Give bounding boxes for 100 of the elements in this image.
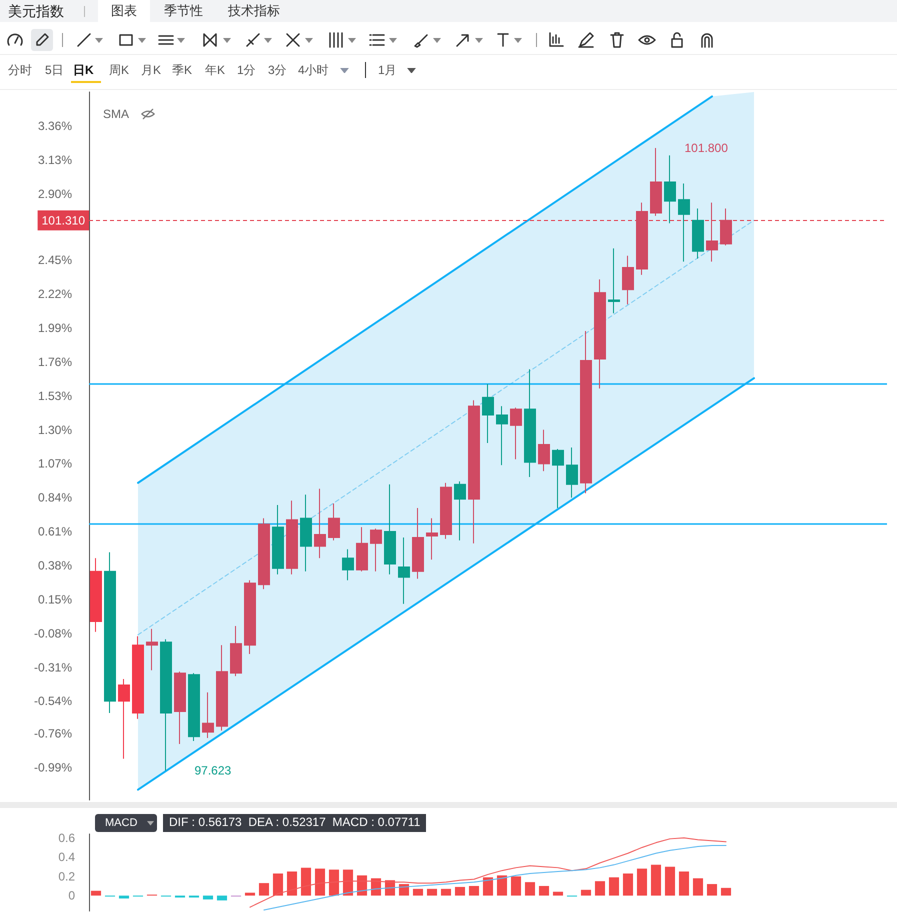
y-tick-label: 0 — [68, 888, 76, 903]
candlestick — [426, 518, 438, 560]
bar — [342, 870, 354, 896]
annotation: 101.800 — [684, 141, 728, 156]
candlestick — [580, 330, 592, 494]
candlestick — [132, 636, 144, 720]
candlestick — [650, 148, 662, 216]
candlestick — [342, 548, 354, 581]
candlestick — [482, 384, 494, 444]
bar — [440, 888, 452, 896]
candlestick — [370, 528, 382, 572]
bar — [412, 888, 424, 896]
text: 1分 — [237, 62, 256, 78]
bar — [398, 884, 410, 896]
candlestick — [286, 500, 298, 575]
y-tick-label: 1.30% — [38, 422, 72, 437]
bar — [594, 881, 606, 896]
bar — [538, 886, 550, 896]
y-tick-label: 1.76% — [38, 354, 72, 369]
line-series — [264, 845, 726, 911]
candlestick — [412, 507, 424, 580]
text: 季节性 — [164, 3, 203, 19]
text: 日K — [73, 62, 94, 78]
candlestick — [706, 202, 718, 262]
y-tick-label: -0.99% — [34, 760, 72, 775]
text: 季K — [172, 62, 192, 78]
bar — [272, 873, 284, 896]
y-tick-label: -0.54% — [34, 694, 72, 708]
text: 技术指标 — [228, 3, 280, 19]
candlestick — [608, 248, 620, 314]
bar — [90, 890, 102, 896]
text: 年K — [205, 62, 226, 78]
candlestick — [636, 202, 648, 276]
bar — [510, 876, 522, 896]
bar — [636, 868, 648, 896]
text: 5日 — [45, 62, 64, 78]
bar — [286, 872, 298, 896]
text: 周K — [109, 62, 130, 78]
candlestick — [314, 488, 326, 559]
candlestick — [398, 536, 410, 604]
candlestick — [524, 368, 536, 478]
bar — [454, 886, 466, 896]
bar — [202, 896, 214, 900]
y-tick-label: -0.08% — [34, 626, 72, 640]
y-tick-label: 2.22% — [38, 287, 72, 302]
y-tick-label: 3.36% — [38, 118, 72, 133]
y-tick-label: -0.31% — [34, 660, 72, 674]
candlestick — [118, 678, 130, 760]
y-tick-label: 1.53% — [38, 388, 72, 403]
annotation: 97.623 — [194, 764, 232, 778]
text: 分时 — [8, 62, 32, 78]
candlestick — [328, 503, 340, 541]
y-tick-label: -0.76% — [34, 726, 72, 741]
candlestick — [468, 400, 480, 544]
text: DIF : 0.56173 DEA : 0.52317 MACD : 0.07711 — [169, 814, 420, 830]
candlestick — [356, 526, 368, 572]
bar — [720, 888, 732, 896]
y-tick-label: 0.15% — [38, 592, 72, 606]
candlestick — [160, 638, 172, 771]
candlestick — [272, 504, 284, 575]
text: 图表 — [111, 3, 137, 19]
y-tick-label: 0.6 — [58, 830, 76, 845]
bar — [524, 882, 536, 896]
bar — [580, 890, 592, 896]
line-series — [250, 837, 726, 908]
annotation: SMA — [103, 106, 130, 122]
candlestick — [258, 518, 270, 590]
text: 1月 — [378, 62, 397, 78]
text: 3分 — [268, 62, 287, 78]
bar — [300, 868, 312, 896]
candlestick — [174, 671, 186, 744]
y-tick-label: 0.2 — [58, 869, 76, 884]
bar — [244, 892, 256, 896]
text: 月K — [141, 62, 162, 78]
candlestick — [300, 494, 312, 572]
bar — [328, 870, 340, 896]
bar — [468, 886, 480, 896]
candlestick — [188, 672, 200, 742]
bar — [678, 872, 690, 896]
candlestick — [146, 628, 158, 671]
candlestick — [594, 278, 606, 389]
candlestick — [552, 448, 564, 508]
bar — [258, 883, 270, 896]
y-tick-label: 0.84% — [38, 490, 72, 505]
bar — [692, 878, 704, 896]
bar — [552, 892, 564, 896]
bar — [650, 864, 662, 896]
candlestick — [216, 644, 228, 732]
candlestick — [90, 558, 102, 632]
candlestick — [384, 484, 396, 575]
candlestick — [440, 482, 452, 540]
y-tick-label: 2.90% — [38, 186, 72, 201]
bar — [426, 888, 438, 896]
candlestick — [664, 154, 676, 224]
y-tick-label: 0.61% — [38, 524, 72, 539]
y-tick-label: 2.45% — [38, 253, 72, 268]
bar — [314, 868, 326, 896]
candlestick — [622, 255, 634, 305]
candlestick — [244, 580, 256, 654]
y-tick-label: 1.07% — [38, 456, 72, 471]
